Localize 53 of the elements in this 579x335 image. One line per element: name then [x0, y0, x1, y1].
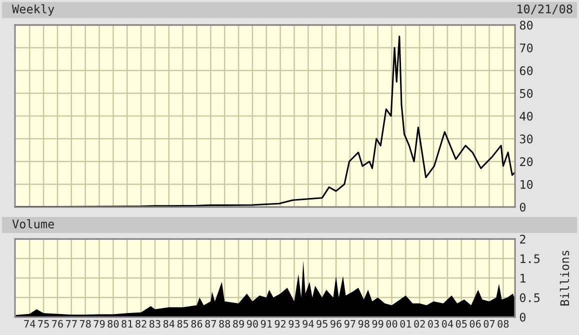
x-tick-label: 87	[205, 320, 216, 328]
x-tick-label: 01	[400, 320, 412, 328]
x-tick-label: 02	[414, 320, 425, 328]
x-tick-label: 91	[260, 320, 272, 328]
x-tick-label: 77	[66, 320, 77, 328]
y-tick-label: 2	[520, 234, 526, 244]
y-tick-label: 0	[520, 312, 526, 322]
chart-title: Volume	[12, 219, 54, 228]
x-tick-label: 94	[302, 320, 314, 328]
y-tick-label: 80	[520, 20, 533, 30]
y-tick-label: 40	[520, 112, 533, 121]
x-tick-label: 79	[94, 320, 105, 328]
y-tick-label: 0.5	[520, 293, 540, 302]
y-axis-title: Billions	[560, 250, 570, 306]
x-tick-label: 86	[191, 320, 202, 328]
x-tick-label: 93	[288, 320, 300, 328]
y-tick-label: 1.5	[520, 254, 540, 264]
x-tick-label: 98	[358, 320, 370, 328]
x-tick-label: 82	[136, 320, 146, 328]
y-tick-label: 70	[520, 44, 533, 52]
x-tick-label: 81	[122, 320, 133, 328]
x-tick-label: 74	[24, 320, 36, 328]
x-tick-label: 96	[330, 320, 342, 328]
x-tick-label: 80	[108, 320, 119, 328]
x-tick-label: 76	[52, 320, 63, 328]
x-tick-label: 88	[219, 320, 230, 328]
x-tick-label: 99	[372, 320, 384, 328]
x-tick-label: 85	[177, 320, 188, 328]
x-tick-label: 05	[456, 320, 467, 328]
x-tick-label: 00	[386, 320, 398, 328]
x-tick-label: 97	[344, 320, 356, 328]
x-tick-label: 84	[163, 320, 175, 328]
text: 10/21/08	[518, 4, 572, 14]
x-tick-label: 04	[442, 320, 454, 328]
y-tick-label: 1	[520, 274, 526, 283]
x-tick-label: 75	[38, 320, 49, 328]
y-tick-label: 30	[520, 134, 533, 144]
x-tick-label: 06	[470, 320, 481, 328]
x-tick-label: 83	[150, 320, 160, 328]
x-tick-label: 95	[316, 320, 328, 328]
y-tick-label: 10	[520, 180, 533, 189]
x-tick-label: 03	[428, 320, 439, 328]
y-tick-label: 50	[520, 89, 533, 98]
x-tick-label: 89	[233, 320, 244, 328]
chart-title: Weekly	[12, 4, 54, 16]
y-tick-label: 20	[520, 157, 533, 166]
x-tick-label: 08	[498, 320, 509, 328]
x-tick-label: 07	[484, 320, 495, 328]
x-tick-label: 78	[80, 320, 91, 328]
x-tick-label: 90	[246, 320, 258, 328]
y-tick-label: 60	[520, 66, 533, 76]
x-tick-label: 92	[274, 320, 286, 328]
y-tick-label: 0	[520, 202, 526, 212]
